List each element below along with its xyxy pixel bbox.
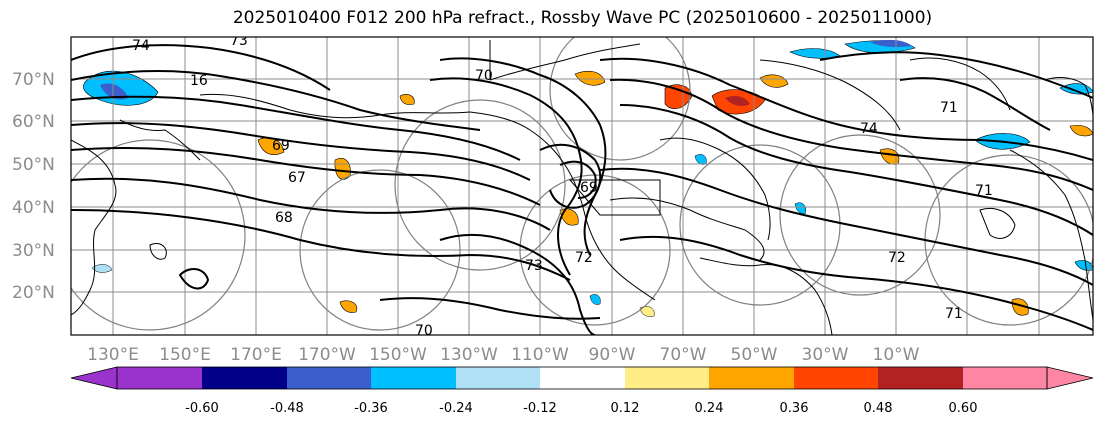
map-plot-area: 74 73 16 70 67 68 69 73 72 71 70 71 69 7… bbox=[71, 33, 1093, 339]
lon-label: 170°W bbox=[298, 345, 356, 365]
colorbar-swatch bbox=[794, 367, 878, 389]
lon-label: 170°E bbox=[230, 345, 282, 365]
shading-layer bbox=[83, 39, 1093, 317]
colorbar-tick-label: 0.12 bbox=[611, 401, 640, 416]
lon-label: 150°W bbox=[369, 345, 427, 365]
lat-label: 60°N bbox=[12, 112, 55, 132]
lat-label: 50°N bbox=[12, 155, 55, 175]
shade-red bbox=[664, 84, 693, 109]
lat-label: 70°N bbox=[12, 70, 55, 90]
contour-label: 72 bbox=[888, 250, 906, 266]
lon-label: 130°W bbox=[440, 345, 498, 365]
lon-label: 50°W bbox=[731, 345, 778, 365]
shade-blue bbox=[1074, 260, 1093, 271]
shade-orange bbox=[559, 208, 579, 226]
latitude-labels: 70°N 60°N 50°N 40°N 30°N 20°N bbox=[12, 70, 55, 303]
contour-label: 70 bbox=[415, 323, 433, 339]
colorbar-swatch bbox=[202, 367, 287, 389]
lat-label: 30°N bbox=[12, 241, 55, 261]
contour-label: 16 bbox=[190, 73, 208, 89]
shade-blue bbox=[589, 294, 601, 305]
contour-label: 73 bbox=[525, 258, 543, 274]
lon-label: 10°W bbox=[873, 345, 920, 365]
contour-label: 74 bbox=[860, 121, 878, 137]
contour-label: 69 bbox=[272, 138, 290, 154]
shade-orange bbox=[574, 70, 606, 86]
shade-orange bbox=[759, 74, 789, 88]
colorbar-swatch bbox=[625, 367, 709, 389]
colorbar-tick-label: -0.48 bbox=[270, 401, 304, 416]
contour-label: 68 bbox=[275, 210, 293, 226]
lon-label: 130°E bbox=[87, 345, 139, 365]
shade-orange bbox=[399, 94, 415, 105]
contour-label: 73 bbox=[230, 33, 248, 49]
colorbar-swatch bbox=[117, 367, 202, 389]
contour-label: 69 bbox=[580, 180, 598, 196]
shade-orange bbox=[1011, 298, 1029, 316]
shade-orange bbox=[339, 300, 358, 313]
colorbar-tick-label: -0.12 bbox=[523, 401, 557, 416]
colorbar-extend-low bbox=[70, 366, 118, 390]
lat-label: 40°N bbox=[12, 198, 55, 218]
shade-lightblue bbox=[91, 264, 113, 273]
contour-label: 71 bbox=[945, 306, 963, 322]
colorbar-ticks: -0.60 -0.48 -0.36 -0.24 -0.12 0.12 0.24 … bbox=[185, 401, 977, 416]
colorbar-tick-label: 0.48 bbox=[864, 401, 893, 416]
colorbar-swatch bbox=[878, 367, 963, 389]
shade-orange bbox=[1069, 124, 1093, 137]
contour-lines bbox=[71, 44, 1093, 335]
colorbar-swatch bbox=[287, 367, 371, 389]
longitude-labels: 130°E 150°E 170°E 170°W 150°W 130°W 110°… bbox=[87, 345, 920, 365]
shade-blue bbox=[794, 202, 806, 215]
map-title: 2025010400 F012 200 hPa refract., Rossby… bbox=[232, 8, 933, 28]
contour-label: 71 bbox=[940, 100, 958, 116]
colorbar-tick-label: 0.60 bbox=[949, 401, 978, 416]
lon-label: 30°W bbox=[802, 345, 849, 365]
lon-label: 90°W bbox=[589, 345, 636, 365]
colorbar-swatch bbox=[963, 367, 1047, 389]
map-frame bbox=[70, 36, 1094, 336]
contour-label: 67 bbox=[288, 170, 306, 186]
shade-darkred bbox=[725, 96, 750, 106]
contour-label: 74 bbox=[132, 38, 150, 54]
shade-yellow bbox=[639, 306, 655, 317]
shade-darkblue bbox=[100, 83, 128, 100]
colorbar bbox=[70, 366, 1094, 390]
colorbar-swatch bbox=[540, 367, 625, 389]
colorbar-tick-label: -0.24 bbox=[439, 401, 473, 416]
lon-label: 70°W bbox=[660, 345, 707, 365]
colorbar-swatch bbox=[709, 367, 794, 389]
shade-darkblue bbox=[870, 39, 912, 47]
colorbar-swatch bbox=[371, 367, 456, 389]
shade-blue bbox=[1059, 83, 1093, 95]
colorbar-extend-high bbox=[1046, 366, 1094, 390]
colorbar-tick-label: -0.60 bbox=[185, 401, 219, 416]
colorbar-tick-label: -0.36 bbox=[354, 401, 388, 416]
colorbar-tick-label: 0.24 bbox=[695, 401, 724, 416]
lon-label: 150°E bbox=[159, 345, 211, 365]
colorbar-swatch bbox=[456, 367, 540, 389]
contour-labels: 74 73 16 70 67 68 69 73 72 71 70 71 69 7… bbox=[132, 33, 993, 339]
lon-label: 110°W bbox=[511, 345, 569, 365]
contour-label: 72 bbox=[575, 250, 593, 266]
lat-label: 20°N bbox=[12, 283, 55, 303]
contour-label: 70 bbox=[475, 68, 493, 84]
contour-label: 71 bbox=[975, 183, 993, 199]
colorbar-tick-label: 0.36 bbox=[780, 401, 809, 416]
